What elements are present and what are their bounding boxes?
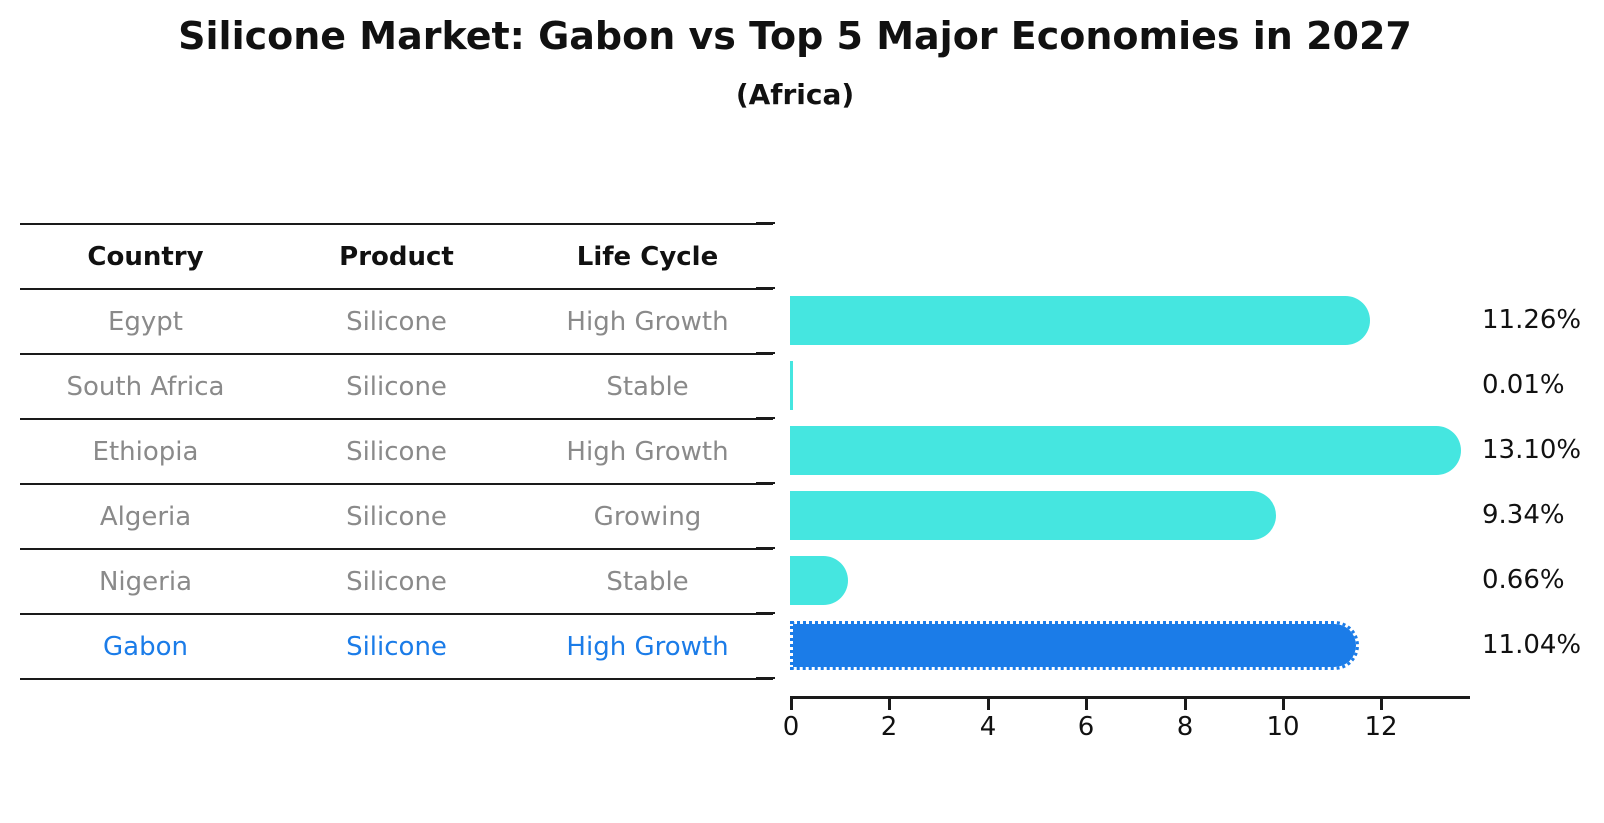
x-axis-line [790,696,1470,699]
value-label-gabon: 11.04% [1482,630,1582,660]
x-axis-tick [1282,699,1285,710]
y-axis-tick [756,612,775,614]
x-axis-tick-label: 4 [979,712,997,742]
cell-product: Silicone [346,501,447,532]
x-axis-tick-label: 0 [782,712,800,742]
x-axis-tick [1085,699,1088,710]
x-axis-tick [1184,699,1187,710]
cell-product: Silicone [346,306,447,337]
value-label-south-africa: 0.01% [1482,370,1565,400]
bar-algeria [790,491,1276,540]
chart-title: Silicone Market: Gabon vs Top 5 Major Ec… [178,14,1412,58]
cell-country: Nigeria [98,566,193,597]
cell-lifecycle: High Growth [566,436,729,467]
bar-ethiopia [790,426,1461,475]
chart-subtitle: (Africa) [735,78,855,111]
x-axis-tick-label: 6 [1077,712,1095,742]
cell-country: Ethiopia [92,436,199,467]
bar-south-africa [790,361,793,410]
table-row-gabon: Gabon Silicone High Growth [20,613,773,678]
table-row-south-africa: South Africa Silicone Stable [20,353,773,418]
value-label-egypt: 11.26% [1482,305,1582,335]
table-row-egypt: Egypt Silicone High Growth [20,288,773,353]
y-axis-tick [756,417,775,419]
x-axis-tick-label: 8 [1176,712,1194,742]
x-axis-tick [790,699,793,710]
cell-country: Algeria [99,501,192,532]
column-header-lifecycle: Life Cycle [576,241,719,272]
bar-gabon [790,621,1359,670]
cell-lifecycle: Growing [593,501,702,532]
cell-lifecycle: Stable [606,371,689,402]
bar-egypt [790,296,1370,345]
x-axis-tick-label: 2 [880,712,898,742]
cell-product: Silicone [346,436,447,467]
cell-lifecycle: Stable [606,566,689,597]
y-axis-tick [756,482,775,484]
y-axis-tick [756,287,775,289]
table-row-nigeria: Nigeria Silicone Stable [20,548,773,613]
table-header-row: Country Product Life Cycle [20,223,773,288]
column-header-product: Product [339,241,454,272]
y-axis-tick [756,547,775,549]
cell-country: Egypt [107,306,184,337]
bar-nigeria [790,556,848,605]
cell-country: South Africa [66,371,225,402]
value-label-algeria: 9.34% [1482,500,1565,530]
cell-country: Gabon [103,631,188,662]
x-axis-tick [987,699,990,710]
cell-product: Silicone [346,566,447,597]
y-axis-tick [756,222,775,224]
column-header-country: Country [87,241,204,272]
cell-product: Silicone [346,631,447,662]
value-label-nigeria: 0.66% [1482,565,1565,595]
table-row-ethiopia: Ethiopia Silicone High Growth [20,418,773,483]
x-axis-tick [888,699,891,710]
y-axis-tick [756,677,775,679]
country-table: Country Product Life Cycle Egypt Silicon… [20,223,773,680]
table-row-algeria: Algeria Silicone Growing [20,483,773,548]
x-axis-tick-label: 12 [1364,712,1398,742]
x-axis-tick-label: 10 [1266,712,1300,742]
value-label-ethiopia: 13.10% [1482,435,1582,465]
cell-lifecycle: High Growth [566,631,729,662]
cell-product: Silicone [346,371,447,402]
cell-lifecycle: High Growth [566,306,729,337]
y-axis-tick [756,352,775,354]
x-axis-tick [1380,699,1383,710]
